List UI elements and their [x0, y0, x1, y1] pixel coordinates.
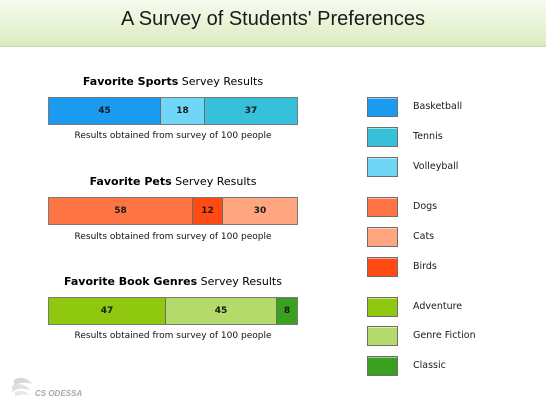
stacked-bar-sports: 45 18 37	[48, 97, 298, 125]
legend-swatch-basketball	[367, 97, 398, 117]
legend-swatch-dogs	[367, 197, 398, 217]
chart-title-books-rest: Servey Results	[197, 275, 282, 288]
survey-note-pets: Results obtained from survey of 100 peop…	[74, 232, 272, 242]
chart-title-sports-rest: Servey Results	[178, 75, 264, 88]
bar-segment: 8	[277, 298, 297, 324]
legend-swatch-tennis	[367, 127, 398, 147]
chart-title-sports: Favorite Sports Servey Results	[48, 75, 298, 88]
stacked-bar-pets: 58 12 30	[48, 197, 298, 225]
bar-segment-value-label: 18	[176, 106, 189, 116]
legend-label-birds: Birds	[413, 261, 437, 272]
bar-segment-value-label: 37	[244, 106, 258, 116]
cs-odessa-logo: CS ODESSA	[12, 377, 82, 398]
bar-segment-value-label: 12	[201, 206, 214, 216]
legend-label-classic: Classic	[413, 360, 446, 371]
logo-text: CS ODESSA	[35, 389, 82, 398]
page-title: A Survey of Students' Preferences	[121, 8, 425, 30]
legend-swatch-volleyball	[367, 157, 398, 177]
legend-label-adventure: Adventure	[413, 301, 463, 312]
survey-note-sports: Results obtained from survey of 100 peop…	[74, 131, 272, 141]
chart-title-pets: Favorite Pets Servey Results	[48, 175, 298, 188]
legend-swatch-cats	[367, 227, 398, 247]
bar-segment: 45	[166, 298, 277, 324]
chart-title-sports-bold: Favorite Sports	[82, 75, 179, 88]
chart-title-books: Favorite Book Genres Servey Results	[48, 275, 298, 288]
bar-segment: 37	[205, 98, 297, 124]
bar-segment-value-label: 45	[214, 306, 228, 316]
bar-segment-value-label: 58	[114, 206, 127, 216]
chart-title-books-bold: Favorite Book Genres	[64, 275, 198, 288]
bar-segment: 30	[223, 198, 297, 224]
bar-segment: 18	[161, 98, 205, 124]
legend-swatch-genre-fiction	[367, 326, 398, 346]
legend-label-volleyball: Volleyball	[413, 161, 459, 172]
bar-segment: 47	[49, 298, 166, 324]
bar-segment: 45	[49, 98, 161, 124]
survey-note-books: Results obtained from survey of 100 peop…	[74, 331, 272, 341]
bar-segment-value-label: 30	[253, 206, 267, 216]
legend-label-cats: Cats	[413, 231, 435, 242]
header-banner: A Survey of Students' Preferences	[0, 0, 546, 47]
bar-segment: 58	[49, 198, 193, 224]
legend-label-tennis: Tennis	[413, 131, 443, 142]
logo-mark-icon	[12, 377, 32, 397]
bar-segment-value-label: 45	[98, 106, 111, 116]
bar-segment-value-label: 8	[283, 306, 291, 316]
legend-swatch-adventure	[367, 297, 398, 317]
chart-title-pets-rest: Servey Results	[171, 175, 257, 188]
legend-label-genre-fiction: Genre Fiction	[413, 330, 476, 341]
legend-swatch-birds	[367, 257, 398, 277]
bar-segment: 12	[193, 198, 223, 224]
chart-title-pets-bold: Favorite Pets	[89, 175, 172, 188]
legend-label-basketball: Basketball	[413, 101, 463, 112]
legend-swatch-classic	[367, 356, 398, 376]
legend-label-dogs: Dogs	[413, 201, 438, 212]
stacked-bar-books: 47 45 8	[48, 297, 298, 325]
bar-segment-value-label: 47	[100, 306, 114, 316]
